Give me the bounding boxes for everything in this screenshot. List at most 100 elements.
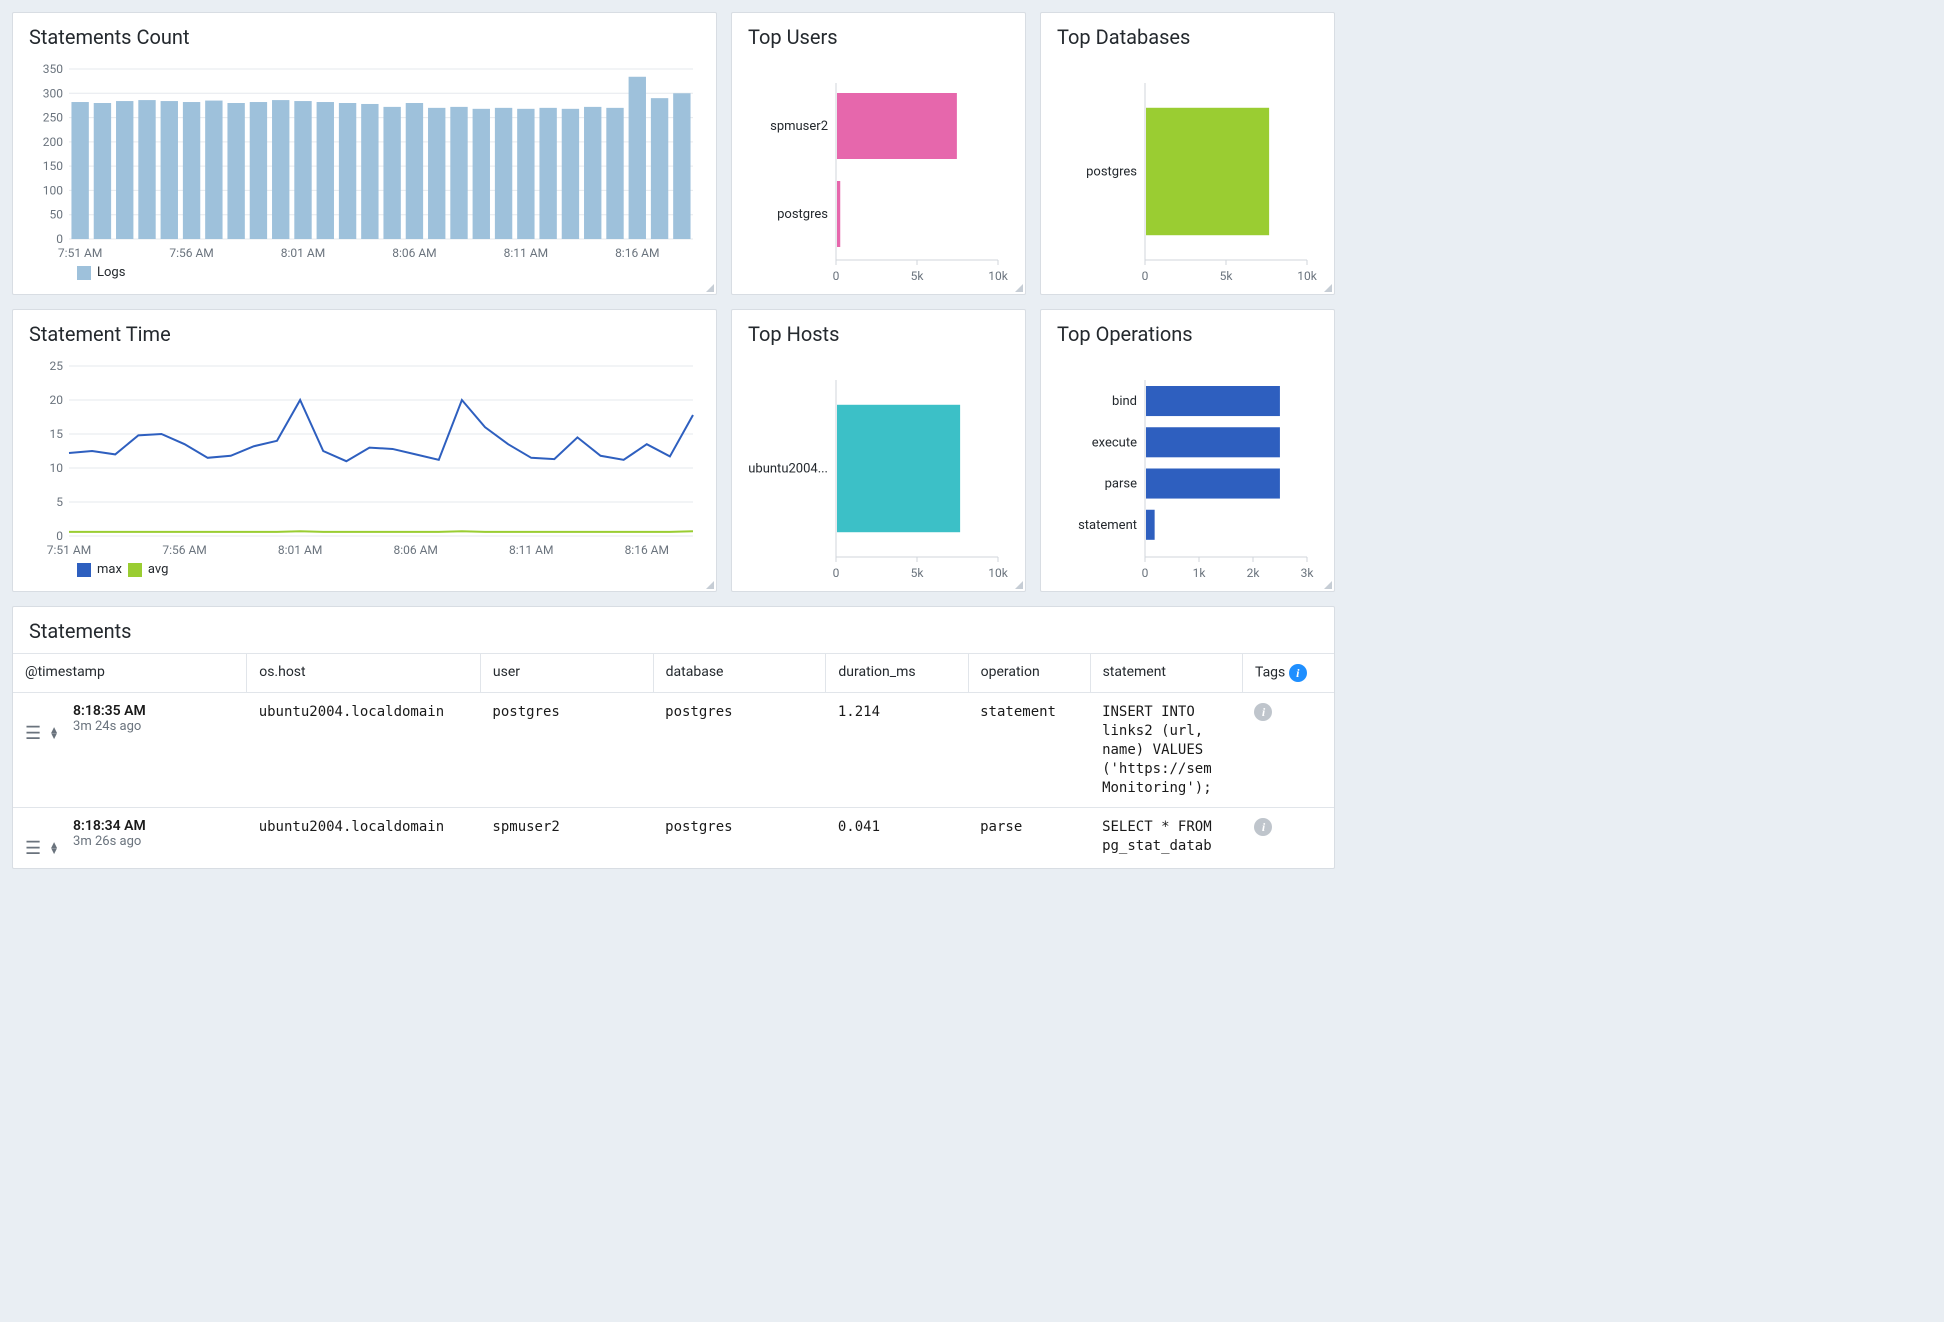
svg-text:postgres: postgres (777, 207, 828, 222)
svg-text:8:16 AM: 8:16 AM (625, 543, 669, 557)
resize-handle-icon[interactable] (1324, 581, 1332, 589)
svg-text:7:56 AM: 7:56 AM (169, 246, 213, 260)
svg-text:8:11 AM: 8:11 AM (509, 543, 553, 557)
svg-text:8:01 AM: 8:01 AM (281, 246, 325, 260)
svg-text:10: 10 (50, 461, 64, 475)
cell-database: postgres (653, 693, 826, 808)
svg-text:8:16 AM: 8:16 AM (615, 246, 659, 260)
col-statement[interactable]: statement (1090, 654, 1242, 693)
svg-text:8:11 AM: 8:11 AM (504, 246, 548, 260)
svg-text:5k: 5k (1220, 269, 1234, 283)
top-operations-chart[interactable]: 01k2k3kbindexecuteparsestatement (1057, 360, 1317, 585)
svg-text:25: 25 (50, 360, 64, 373)
svg-text:postgres: postgres (1086, 165, 1137, 180)
cell-statement: SELECT * FROM pg_stat_datab (1090, 808, 1242, 869)
panel-title: Statements (13, 619, 1334, 643)
panel-title: Top Users (748, 25, 1009, 49)
cell-duration: 1.214 (826, 693, 968, 808)
statements-count-panel: Statements Count 0501001502002503003507:… (12, 12, 717, 295)
svg-text:10k: 10k (988, 269, 1008, 283)
table-row[interactable]: ☰ ▲▼ 8:18:35 AM3m 24s ago ubuntu2004.locald… (13, 693, 1334, 808)
svg-text:bind: bind (1112, 394, 1137, 409)
top-databases-panel: Top Databases 05k10kpostgres (1040, 12, 1335, 295)
col-tags[interactable]: Tags i (1242, 654, 1334, 693)
cell-statement: INSERT INTO links2 (url, name) VALUES ('… (1090, 693, 1242, 808)
panel-title: Top Operations (1057, 322, 1318, 346)
info-icon[interactable]: i (1254, 818, 1272, 836)
top-hosts-panel: Top Hosts 0 5k 10k ubuntu2004... (731, 309, 1026, 592)
svg-text:0: 0 (833, 566, 840, 580)
top-operations-panel: Top Operations 01k2k3kbindexecuteparsest… (1040, 309, 1335, 592)
col-duration[interactable]: duration_ms (826, 654, 968, 693)
svg-text:8:06 AM: 8:06 AM (392, 246, 436, 260)
svg-text:10k: 10k (988, 566, 1008, 580)
svg-text:350: 350 (43, 63, 63, 76)
resize-handle-icon[interactable] (1015, 284, 1023, 292)
statements-count-chart[interactable]: 0 50 100 150 200 250 300 350 7:51 AM 7:56 AM 8:01 … (29, 63, 699, 263)
legend: Logs (29, 265, 700, 280)
svg-text:execute: execute (1092, 435, 1137, 450)
menu-icon[interactable]: ☰ (25, 725, 41, 743)
panel-title: Top Databases (1057, 25, 1318, 49)
svg-text:200: 200 (43, 135, 63, 149)
cell-user: spmuser2 (480, 808, 653, 869)
sort-icon[interactable]: ▲▼ (49, 843, 59, 855)
statement-time-chart[interactable]: 05101520257:51 AM7:56 AM8:01 AM8:06 AM8:… (29, 360, 699, 560)
table-row[interactable]: ☰▲▼8:18:34 AM3m 26s agoubuntu2004.locald… (13, 808, 1334, 869)
cell-operation: statement (968, 693, 1090, 808)
svg-text:0: 0 (833, 269, 840, 283)
svg-text:7:56 AM: 7:56 AM (162, 543, 206, 557)
cell-user: postgres (480, 693, 653, 808)
svg-text:8:06 AM: 8:06 AM (393, 543, 437, 557)
svg-text:1k: 1k (1193, 566, 1207, 580)
timestamp-ago: 3m 24s ago (73, 719, 146, 734)
col-operation[interactable]: operation (968, 654, 1090, 693)
svg-text:7:51 AM: 7:51 AM (58, 246, 102, 260)
top-users-panel: Top Users 05k10kspmuser2postgres (731, 12, 1026, 295)
svg-text:2k: 2k (1247, 566, 1261, 580)
info-icon[interactable]: i (1289, 664, 1307, 682)
top-users-chart[interactable]: 05k10kspmuser2postgres (748, 63, 1008, 288)
statement-time-panel: Statement Time 05101520257:51 AM7:56 AM8… (12, 309, 717, 592)
col-user[interactable]: user (480, 654, 653, 693)
resize-handle-icon[interactable] (706, 581, 714, 589)
svg-text:5k: 5k (911, 566, 925, 580)
svg-text:250: 250 (43, 111, 63, 125)
svg-text:15: 15 (50, 427, 64, 441)
sort-icon[interactable]: ▲▼ (49, 728, 59, 740)
col-database[interactable]: database (653, 654, 826, 693)
svg-text:50: 50 (50, 208, 64, 222)
svg-text:5k: 5k (911, 269, 925, 283)
svg-text:100: 100 (43, 183, 63, 197)
timestamp-ago: 3m 26s ago (73, 834, 146, 849)
svg-text:300: 300 (43, 86, 63, 100)
resize-handle-icon[interactable] (706, 284, 714, 292)
col-host[interactable]: os.host (247, 654, 481, 693)
top-databases-chart[interactable]: 05k10kpostgres (1057, 63, 1317, 288)
panel-title: Statement Time (29, 322, 700, 346)
svg-text:statement: statement (1078, 518, 1137, 533)
svg-text:7:51 AM: 7:51 AM (47, 543, 91, 557)
timestamp: 8:18:35 AM (73, 703, 146, 719)
svg-text:ubuntu2004...: ubuntu2004... (748, 462, 828, 477)
top-hosts-chart[interactable]: 0 5k 10k ubuntu2004... (748, 360, 1008, 585)
svg-text:0: 0 (1142, 566, 1149, 580)
svg-text:8:01 AM: 8:01 AM (278, 543, 322, 557)
cell-duration: 0.041 (826, 808, 968, 869)
info-icon[interactable]: i (1254, 703, 1272, 721)
svg-text:0: 0 (56, 529, 63, 543)
legend: max avg (29, 562, 700, 577)
resize-handle-icon[interactable] (1324, 284, 1332, 292)
statements-table-panel: Statements @timestamp os.host user datab… (12, 606, 1335, 869)
svg-text:0: 0 (56, 232, 63, 246)
col-timestamp[interactable]: @timestamp (13, 654, 247, 693)
svg-text:0: 0 (1142, 269, 1149, 283)
panel-title: Top Hosts (748, 322, 1009, 346)
menu-icon[interactable]: ☰ (25, 840, 41, 858)
cell-host: ubuntu2004.localdomain (247, 808, 481, 869)
cell-operation: parse (968, 808, 1090, 869)
svg-text:3k: 3k (1301, 566, 1315, 580)
svg-text:150: 150 (43, 159, 63, 173)
resize-handle-icon[interactable] (1015, 581, 1023, 589)
cell-host: ubuntu2004.localdomain (247, 693, 481, 808)
